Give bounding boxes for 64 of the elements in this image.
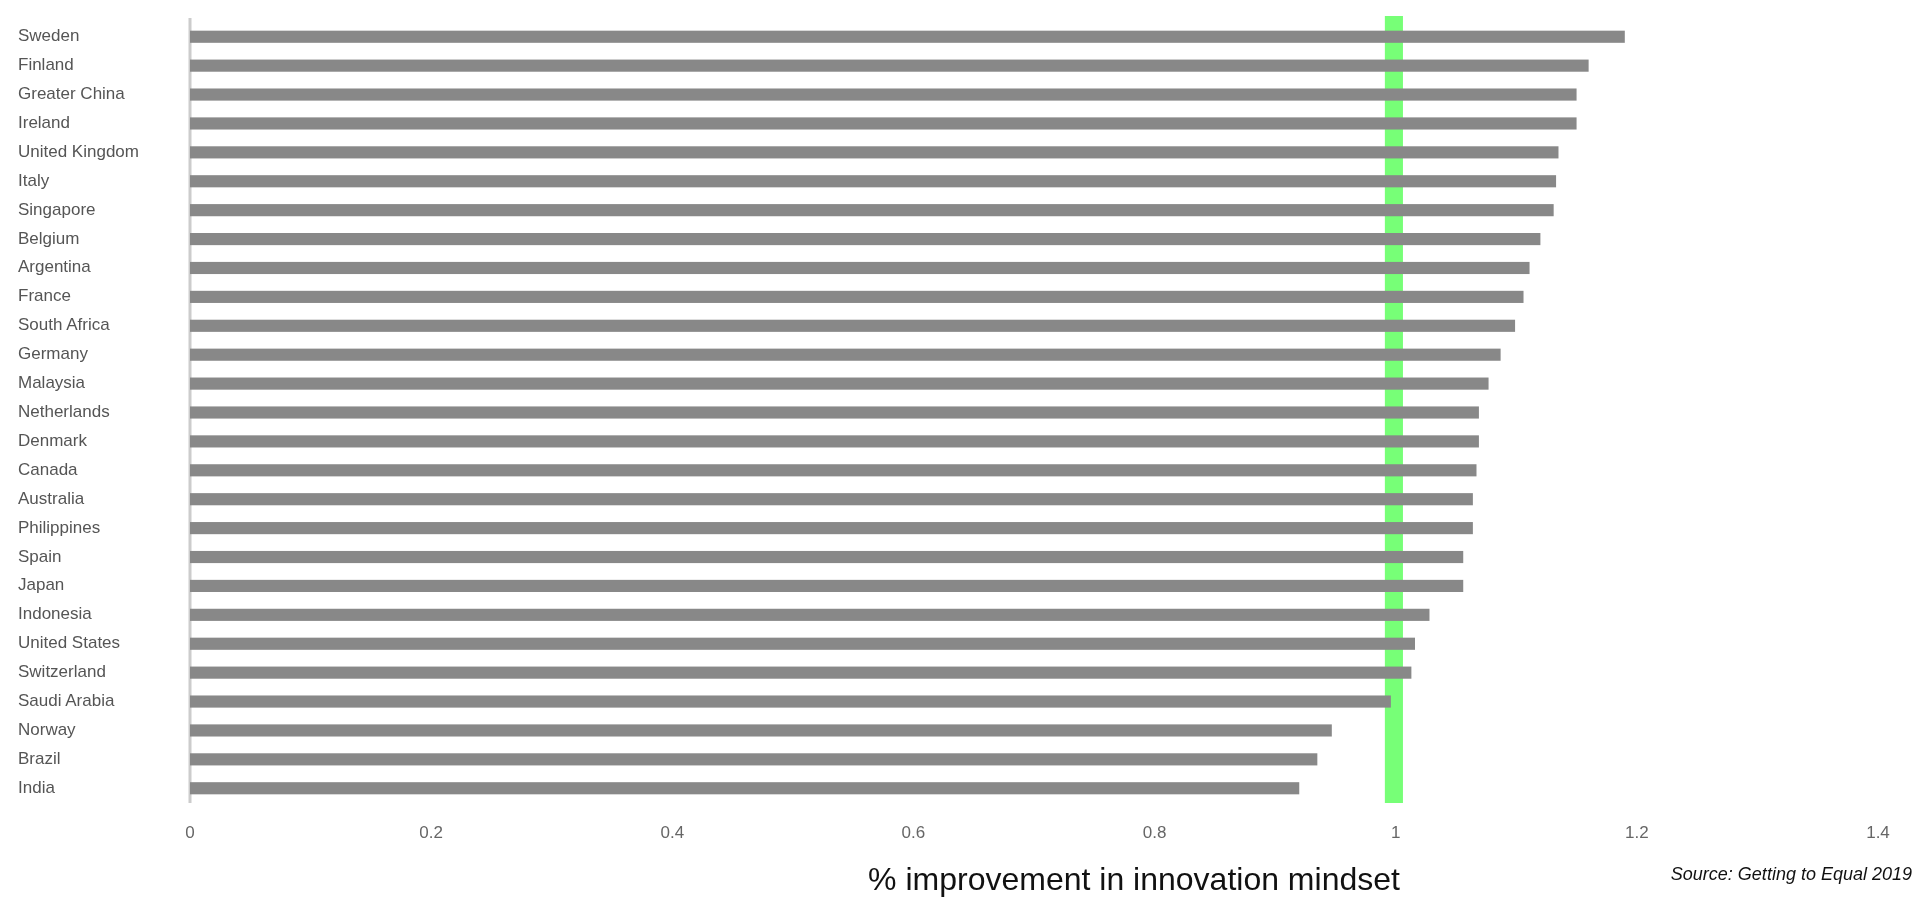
y-tick-label: Brazil [18, 748, 61, 768]
bar [190, 522, 1473, 535]
bar [190, 175, 1557, 188]
bar [190, 117, 1577, 130]
x-tick-label: 0.4 [660, 823, 685, 842]
bar [190, 319, 1516, 332]
y-tick-label: Italy [18, 170, 50, 190]
y-tick-label: Germany [18, 344, 89, 364]
source-note: Source: Getting to Equal 2019 [1670, 864, 1912, 884]
x-tick-label: 0 [185, 823, 195, 842]
bar [190, 550, 1464, 564]
y-tick-label: Finland [18, 55, 74, 75]
y-tick-label: France [18, 286, 71, 306]
y-tick-label: Denmark [18, 430, 88, 450]
bar [190, 666, 1412, 679]
y-tick-label: Argentina [18, 257, 92, 277]
y-tick-label: Canada [18, 459, 79, 479]
y-tick-label: Malaysia [18, 373, 86, 393]
bar [190, 204, 1554, 217]
bar [190, 146, 1559, 159]
x-tick-label: 1 [1390, 823, 1401, 842]
x-tick-label: 1.2 [1625, 823, 1649, 842]
y-tick-label: South Africa [18, 315, 111, 335]
bar [190, 782, 1300, 795]
bar [190, 59, 1589, 72]
bar [190, 579, 1464, 592]
x-tick-label: 0.8 [1142, 823, 1167, 842]
y-tick-label: Ireland [18, 112, 70, 132]
y-tick-label: Philippines [18, 517, 101, 537]
bar [190, 261, 1530, 275]
y-tick-label: Australia [18, 488, 85, 508]
y-tick-label: Singapore [18, 199, 96, 219]
y-tick-label: Norway [18, 719, 77, 739]
bar [190, 348, 1501, 361]
bar [190, 493, 1473, 506]
x-tick-label: 0.2 [419, 823, 443, 842]
y-tick-label: Netherlands [18, 401, 110, 421]
y-tick-label: India [18, 777, 56, 797]
bar [190, 724, 1332, 737]
bar [190, 695, 1391, 708]
bar [190, 233, 1541, 246]
bar [190, 464, 1477, 477]
y-tick-label: Sweden [18, 26, 80, 46]
y-tick-label: Belgium [18, 228, 80, 248]
bar [190, 608, 1430, 621]
bar [190, 377, 1489, 390]
x-tick-label: 1.4 [1866, 823, 1890, 842]
bar [190, 406, 1479, 419]
y-tick-label: United Kingdom [18, 141, 139, 161]
y-tick-label: Saudi Arabia [18, 691, 115, 711]
y-tick-label: United States [18, 633, 121, 653]
x-axis-title: % improvement in innovation mindset [868, 861, 1401, 897]
bar [190, 290, 1524, 303]
x-tick-label: 0.6 [901, 823, 926, 842]
bar [190, 88, 1577, 101]
y-tick-label: Switzerland [18, 662, 106, 682]
y-tick-label: Indonesia [18, 604, 93, 624]
bar [190, 637, 1416, 650]
bar [190, 30, 1625, 43]
y-tick-label: Greater China [18, 84, 126, 104]
y-tick-label: Spain [18, 546, 62, 566]
y-tick-label: Japan [18, 575, 65, 595]
bar [190, 753, 1318, 766]
bar [190, 435, 1479, 448]
